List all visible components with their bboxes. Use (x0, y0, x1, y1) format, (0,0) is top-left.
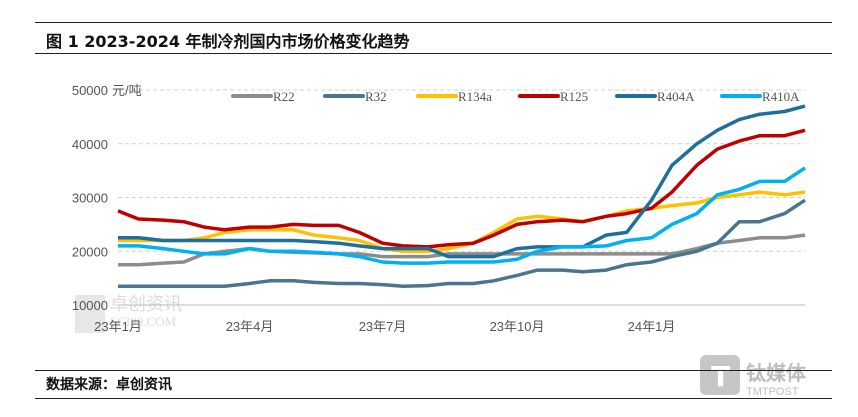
legend-item-R125: R125 (518, 89, 588, 104)
source-note: 数据来源：卓创资讯 (46, 377, 172, 393)
legend-item-R410A: R410A (720, 89, 800, 104)
series-line-R22 (118, 233, 806, 267)
title-bottom-rule (35, 53, 832, 54)
legend-item-R404A: R404A (615, 89, 695, 104)
legend-label: R125 (560, 89, 588, 104)
title-top-rule (35, 22, 832, 23)
legend-item-R22: R22 (231, 89, 295, 104)
tmtpost-watermark: T 钛媒体 TMTPOST (700, 355, 807, 398)
legend-label: R32 (365, 89, 387, 104)
series-line-R404A (118, 104, 806, 259)
y-tick-label: 50000 (72, 83, 108, 98)
x-tick-label: 24年1月 (628, 319, 676, 334)
x-tick-label: 23年4月 (226, 319, 274, 334)
y-tick-label: 20000 (72, 244, 108, 259)
legend-label: R134a (458, 89, 492, 104)
figure-title: 图 1 2023-2024 年制冷剂国内市场价格变化趋势 (46, 32, 410, 51)
watermark-url: SCI99.COM (110, 314, 177, 329)
legend-label: R410A (762, 89, 800, 104)
x-tick-label: 23年1月 (94, 319, 142, 334)
legend-label: R22 (273, 89, 295, 104)
series-line-R134a (118, 190, 806, 254)
y-tick-label: 40000 (72, 137, 108, 152)
x-tick-label: 23年7月 (359, 319, 407, 334)
source-bottom-rule (35, 398, 832, 399)
legend-item-R134a: R134a (416, 89, 492, 104)
series-line-R125 (117, 128, 806, 249)
watermark-tmt: 钛媒体 (746, 361, 807, 385)
series-line-R32 (118, 198, 806, 288)
y-tick-label: 30000 (72, 191, 108, 206)
series-line-R410A (118, 166, 806, 265)
y-axis-unit: 元/吨 (112, 83, 142, 98)
x-tick-label: 23年10月 (490, 319, 545, 334)
watermark-tmt-en: TMTPOST (746, 386, 799, 398)
legend-item-R32: R32 (323, 89, 387, 104)
svg-text:T: T (711, 360, 730, 393)
legend-label: R404A (657, 89, 695, 104)
y-tick-label: 10000 (72, 298, 108, 313)
source-top-rule (35, 370, 832, 371)
